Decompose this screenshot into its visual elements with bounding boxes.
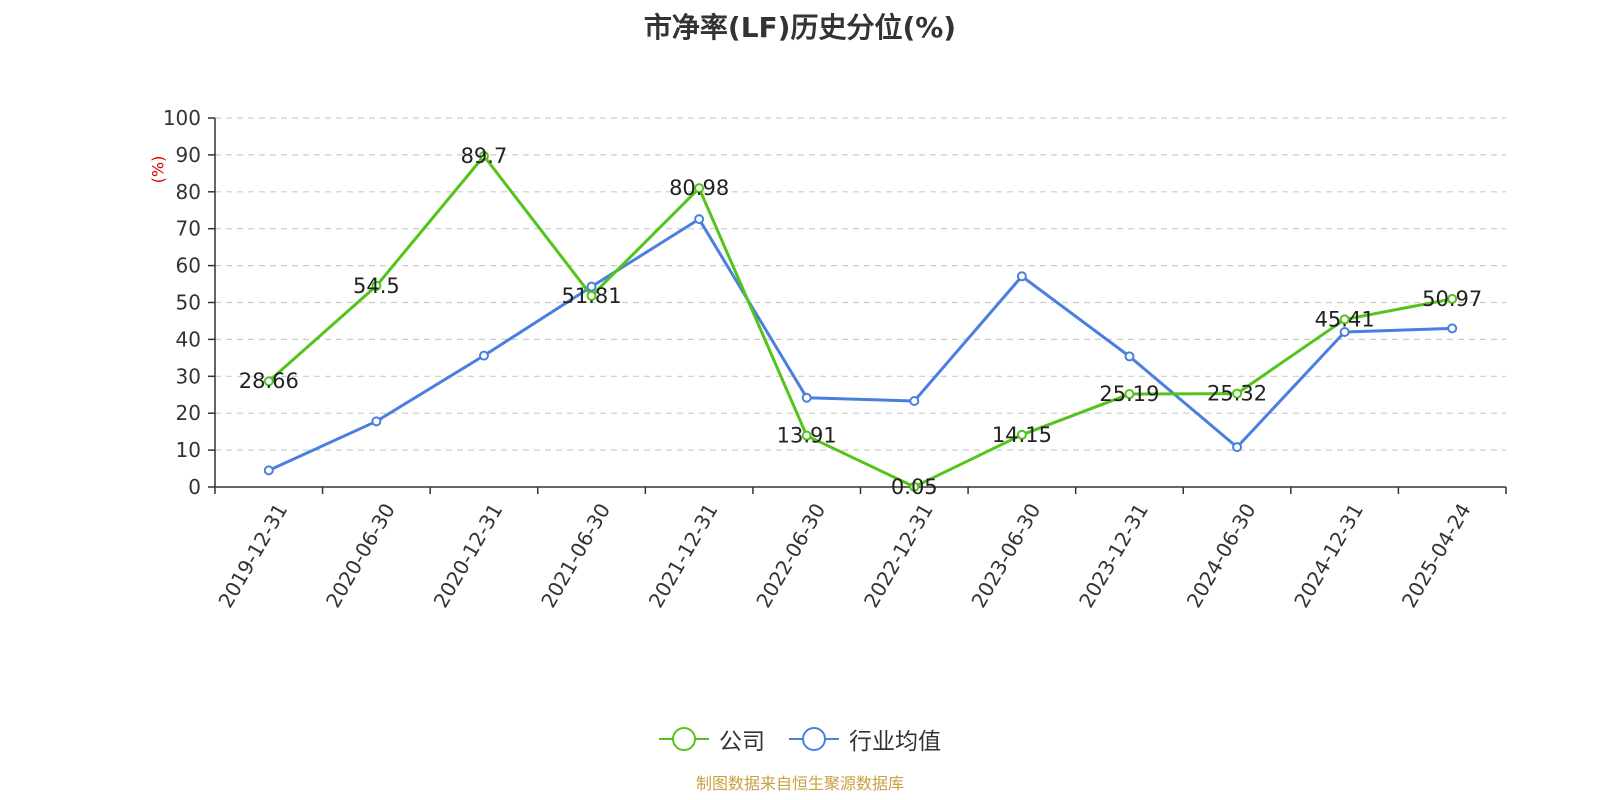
data-label: 14.15 (992, 423, 1052, 447)
data-point (1016, 429, 1027, 440)
x-tick-label: 2022-12-31 (859, 499, 938, 612)
data-label: 25.19 (1099, 382, 1159, 406)
data-point (1232, 442, 1243, 453)
axes: 0 10 20 30 40 50 60 70 80 90 100 2019-12-31 2020-06-… (163, 106, 1507, 612)
y-tick-label: 50 (176, 291, 201, 315)
y-tick-label: 40 (176, 327, 201, 351)
data-point (586, 290, 597, 301)
x-tick-label: 2022-06-30 (751, 499, 830, 612)
legend-item-company[interactable]: 公司 (659, 722, 765, 756)
data-point (263, 465, 274, 476)
data-label: 54.5 (353, 274, 400, 298)
y-tick-label: 100 (163, 106, 201, 130)
data-point (371, 416, 382, 427)
series-layer (263, 151, 1458, 492)
y-tick-label: 90 (176, 143, 201, 167)
data-label: 51.81 (561, 284, 621, 308)
data-point (1339, 314, 1350, 325)
y-tick-label: 20 (176, 401, 201, 425)
data-label: 80.98 (669, 176, 729, 200)
data-point (586, 281, 597, 292)
data-label: 0.05 (891, 475, 938, 499)
x-tick-label: 2023-12-31 (1074, 499, 1153, 612)
data-point (478, 151, 489, 162)
x-tick-label: 2020-06-30 (321, 499, 400, 612)
data-point (909, 396, 920, 407)
x-tick-label: 2021-12-31 (644, 499, 723, 612)
data-point (694, 183, 705, 194)
x-tick-label: 2021-06-30 (536, 499, 615, 612)
legend: 公司 行业均值 (0, 722, 1600, 756)
y-tick-label: 30 (176, 364, 201, 388)
data-label: 89.7 (461, 144, 508, 168)
x-tick-label: 2020-12-31 (429, 499, 508, 612)
x-tick-label: 2024-06-30 (1182, 499, 1261, 612)
y-tick-label: 60 (176, 254, 201, 278)
series-line (268, 217, 1453, 472)
data-point (1124, 351, 1135, 362)
legend-marker-company (659, 727, 709, 751)
data-point (801, 392, 812, 403)
legend-label-company: 公司 (719, 729, 765, 755)
data-point (371, 280, 382, 291)
data-point (1016, 271, 1027, 282)
data-point (263, 376, 274, 387)
data-point (1447, 293, 1458, 304)
data-label: 45.41 (1315, 307, 1375, 331)
y-tick-label: 0 (188, 475, 201, 499)
legend-item-industry-average[interactable]: 行业均值 (789, 722, 941, 756)
x-tick-label: 2025-04-24 (1397, 499, 1476, 612)
data-point (694, 214, 705, 225)
y-tick-label: 10 (176, 438, 201, 462)
legend-marker-industry-average (789, 727, 839, 751)
data-label: 13.91 (777, 424, 837, 448)
chart-title: 市净率(LF)历史分位(%) (643, 11, 957, 44)
x-tick-label: 2023-06-30 (966, 499, 1045, 612)
series-line (267, 154, 1453, 489)
data-label: 25.32 (1207, 382, 1267, 406)
data-point (909, 481, 920, 492)
y-tick-label: 80 (176, 180, 201, 204)
data-label: 28.66 (239, 369, 299, 393)
data-point (1124, 389, 1135, 400)
data-point (801, 430, 812, 441)
data-point (1232, 388, 1243, 399)
y-tick-label: 70 (176, 217, 201, 241)
data-label: 50.97 (1422, 287, 1482, 311)
source-footnote: 制图数据来自恒生聚源数据库 (695, 774, 904, 793)
data-labels: 28.66 54.5 89.7 51.81 80.98 13.91 0.05 14.15 25.… (239, 144, 1483, 499)
data-point (478, 350, 489, 361)
legend-label-industry-average: 行业均值 (849, 729, 941, 755)
x-tick-label: 2024-12-31 (1289, 499, 1368, 612)
data-point (1339, 327, 1350, 338)
x-tick-label: 2019-12-31 (213, 499, 292, 612)
data-point (1447, 323, 1458, 334)
